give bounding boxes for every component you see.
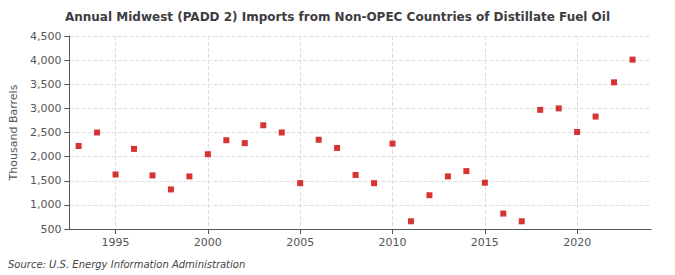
svg-text:2000: 2000 bbox=[194, 236, 222, 249]
svg-text:2020: 2020 bbox=[563, 236, 591, 249]
svg-text:1995: 1995 bbox=[102, 236, 130, 249]
svg-text:2005: 2005 bbox=[286, 236, 314, 249]
svg-text:Thousand Barrels: Thousand Barrels bbox=[7, 84, 20, 181]
svg-text:Annual Midwest (PADD 2) Import: Annual Midwest (PADD 2) Imports from Non… bbox=[65, 10, 610, 24]
svg-text:4,500: 4,500 bbox=[30, 30, 62, 43]
svg-text:2,000: 2,000 bbox=[30, 150, 62, 163]
svg-text:1,500: 1,500 bbox=[30, 174, 62, 187]
svg-text:3,500: 3,500 bbox=[30, 78, 62, 91]
svg-text:500: 500 bbox=[40, 223, 61, 236]
svg-text:2010: 2010 bbox=[379, 236, 407, 249]
svg-text:1,000: 1,000 bbox=[30, 198, 62, 211]
svg-text:2,500: 2,500 bbox=[30, 126, 62, 139]
svg-text:Source: U.S. Energy Informatio: Source: U.S. Energy Information Administ… bbox=[8, 259, 245, 270]
svg-text:3,000: 3,000 bbox=[30, 102, 62, 115]
svg-text:4,000: 4,000 bbox=[30, 54, 62, 67]
svg-text:2015: 2015 bbox=[471, 236, 499, 249]
